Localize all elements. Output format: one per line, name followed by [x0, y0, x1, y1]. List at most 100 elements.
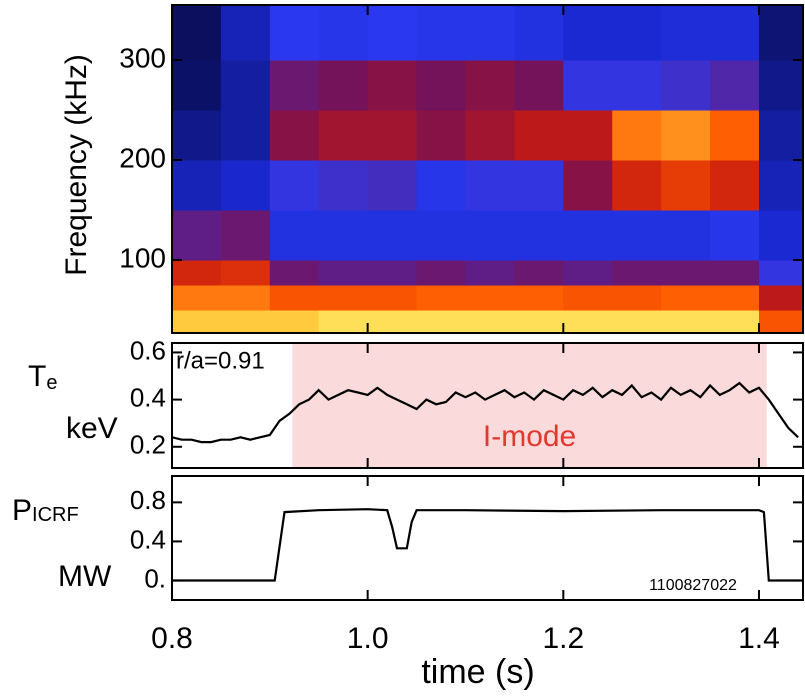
heat-cell [563, 110, 613, 161]
heat-cell [220, 310, 271, 333]
heat-cell [710, 210, 760, 261]
heat-cell [710, 310, 760, 333]
heat-cell [710, 5, 760, 61]
heat-cell [220, 160, 271, 211]
data-line [172, 508, 803, 582]
heat-cell [514, 210, 564, 261]
heat-cell [661, 110, 711, 161]
heat-cell [416, 260, 466, 286]
heat-cell [416, 210, 466, 261]
annotation: r/a=0.91 [176, 347, 265, 374]
heat-cell [220, 5, 271, 61]
y-tick-label: 0.8 [130, 485, 166, 515]
heat-cell [172, 110, 222, 161]
heat-cell [758, 110, 803, 161]
heat-cell [367, 110, 418, 161]
y-label: PICRF [12, 494, 79, 527]
heat-cell [710, 160, 760, 211]
heat-cell [612, 285, 662, 311]
heat-cell [416, 285, 466, 311]
heat-cell [465, 260, 515, 286]
heat-cell [172, 5, 222, 61]
heat-cell [612, 60, 662, 111]
heat-cell [465, 210, 515, 261]
heat-cell [758, 260, 803, 286]
heat-cell [367, 60, 418, 111]
heat-cell [612, 260, 662, 286]
plot-area [172, 5, 803, 333]
heat-cell [269, 160, 320, 211]
heat-cell [269, 310, 320, 333]
heat-cell [416, 160, 466, 211]
axes-frame [171, 4, 804, 334]
heat-cell [269, 60, 320, 111]
i-mode-span [292, 343, 767, 468]
shot-number: 1100827022 [649, 577, 737, 594]
heat-cell [758, 5, 803, 61]
heat-cell [710, 110, 760, 161]
heat-cell [514, 110, 564, 161]
heat-cell [367, 210, 418, 261]
heat-cell [465, 160, 515, 211]
plot-area [172, 343, 799, 468]
heat-cell [172, 285, 222, 311]
heat-cell [220, 110, 271, 161]
heat-cell [318, 5, 369, 61]
heat-cell [367, 5, 418, 61]
y-tick-label: 100 [119, 242, 166, 273]
y-unit: keV [66, 412, 118, 445]
y-tick-label: 300 [119, 42, 166, 73]
heat-cell [563, 210, 613, 261]
heat-cell [661, 60, 711, 111]
heat-cell [514, 160, 564, 211]
heat-cell [172, 160, 222, 211]
heat-cell [563, 5, 613, 61]
heat-cell [563, 60, 613, 111]
heat-cell [758, 285, 803, 311]
heat-cell [661, 310, 711, 333]
x-tick-label: 1.4 [738, 622, 780, 655]
heat-cell [710, 60, 760, 111]
heat-cell [269, 210, 320, 261]
heat-cell [416, 310, 466, 333]
heat-cell [465, 5, 515, 61]
x-label: time (s) [421, 653, 534, 691]
heat-cell [563, 260, 613, 286]
heat-cell [172, 60, 222, 111]
heat-cell [220, 210, 271, 261]
x-tick-label: 1.2 [542, 622, 584, 655]
data-line [172, 381, 799, 444]
heat-cell [269, 285, 320, 311]
heat-cell [563, 310, 613, 333]
heat-cell [172, 210, 222, 261]
axes-frame [171, 475, 804, 601]
heat-cell [758, 160, 803, 211]
heat-cell [514, 60, 564, 111]
heat-cell [318, 310, 369, 333]
heat-cell [514, 310, 564, 333]
heat-cell [416, 5, 466, 61]
heat-cell [465, 285, 515, 311]
heat-cell [514, 285, 564, 311]
heat-cell [318, 260, 369, 286]
heat-cell [465, 60, 515, 111]
heat-cell [269, 260, 320, 286]
heat-cell [612, 160, 662, 211]
heat-cell [220, 60, 271, 111]
heat-cell [612, 5, 662, 61]
y-tick-label: 0.4 [130, 382, 166, 412]
heat-cell [710, 285, 760, 311]
heat-cell [758, 310, 803, 333]
y-tick-label: 0.4 [130, 524, 166, 554]
heat-cell [514, 260, 564, 286]
axes-frame [171, 342, 804, 469]
heat-cell [172, 260, 222, 286]
heat-cell [465, 310, 515, 333]
heat-cell [661, 5, 711, 61]
heat-cell [612, 310, 662, 333]
heat-cell [612, 110, 662, 161]
heat-cell [612, 210, 662, 261]
y-tick-label: 0.6 [130, 335, 166, 365]
y-unit: MW [58, 560, 112, 593]
y-tick-label: 200 [119, 142, 166, 173]
